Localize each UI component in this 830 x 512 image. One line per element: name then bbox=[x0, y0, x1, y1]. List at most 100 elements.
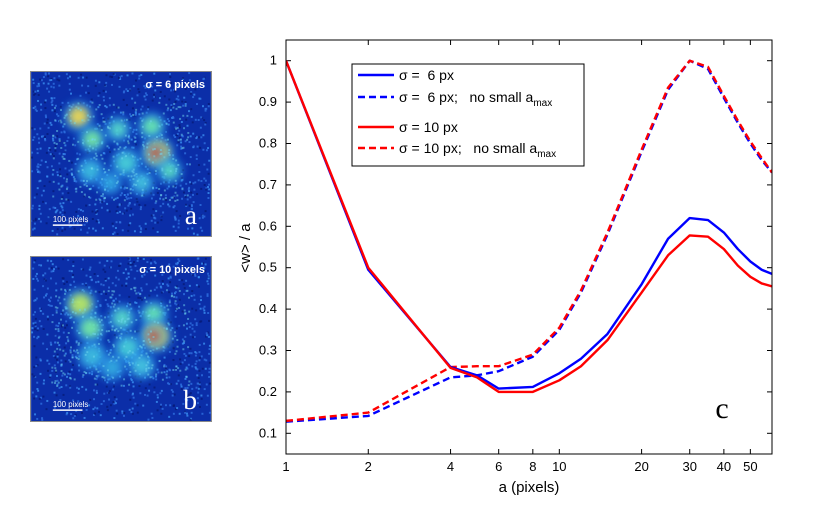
speckle bbox=[158, 359, 161, 362]
noise-pixel bbox=[135, 128, 138, 131]
noise-pixel bbox=[61, 374, 64, 377]
noise-pixel bbox=[68, 370, 71, 373]
noise-pixel bbox=[142, 258, 145, 261]
speckle bbox=[93, 138, 96, 141]
blob-core bbox=[148, 331, 159, 341]
noise-pixel bbox=[65, 280, 68, 283]
noise-pixel bbox=[74, 413, 77, 416]
noise-pixel bbox=[67, 101, 70, 104]
noise-pixel bbox=[34, 299, 37, 302]
speckle bbox=[104, 316, 107, 319]
speckle bbox=[110, 359, 113, 362]
noise-pixel bbox=[137, 309, 140, 312]
noise-pixel bbox=[54, 206, 57, 209]
noise-pixel bbox=[162, 211, 165, 214]
x-tick-label: 6 bbox=[495, 459, 502, 474]
noise-pixel bbox=[152, 214, 155, 217]
noise-pixel bbox=[57, 330, 60, 333]
noise-pixel bbox=[131, 407, 134, 410]
noise-pixel bbox=[181, 338, 184, 341]
noise-pixel bbox=[63, 153, 66, 156]
speckle bbox=[175, 307, 178, 310]
speckle bbox=[128, 361, 131, 364]
noise-pixel bbox=[37, 166, 40, 169]
noise-pixel bbox=[188, 326, 191, 329]
noise-pixel bbox=[67, 136, 70, 139]
blob-core bbox=[82, 345, 103, 366]
speckle bbox=[60, 318, 63, 321]
speckle bbox=[147, 315, 150, 318]
noise-pixel bbox=[162, 202, 165, 205]
noise-pixel bbox=[208, 382, 211, 385]
noise-pixel bbox=[132, 128, 135, 131]
noise-pixel bbox=[199, 126, 202, 129]
noise-pixel bbox=[206, 394, 209, 397]
speckle bbox=[120, 332, 123, 335]
noise-pixel bbox=[38, 171, 41, 174]
noise-pixel bbox=[85, 274, 88, 277]
speckle bbox=[176, 339, 179, 341]
noise-pixel bbox=[35, 395, 38, 398]
noise-pixel bbox=[131, 146, 134, 149]
noise-pixel bbox=[186, 367, 189, 370]
noise-pixel bbox=[172, 359, 175, 362]
speckle bbox=[79, 109, 82, 112]
speckle bbox=[187, 131, 190, 134]
noise-pixel bbox=[171, 105, 174, 108]
noise-pixel bbox=[116, 196, 119, 199]
noise-pixel bbox=[109, 150, 112, 153]
noise-pixel bbox=[46, 315, 49, 318]
noise-pixel bbox=[178, 124, 181, 127]
speckle bbox=[165, 373, 168, 376]
noise-pixel bbox=[192, 193, 195, 196]
noise-pixel bbox=[106, 259, 109, 262]
speckle bbox=[174, 199, 177, 202]
noise-pixel bbox=[137, 291, 140, 294]
noise-pixel bbox=[133, 277, 136, 280]
noise-pixel bbox=[195, 284, 198, 287]
speckle bbox=[145, 352, 148, 355]
speckle bbox=[75, 187, 78, 190]
speckle bbox=[131, 362, 134, 365]
speckle bbox=[172, 121, 175, 124]
noise-pixel bbox=[36, 329, 39, 332]
speckle bbox=[106, 374, 109, 377]
noise-pixel bbox=[206, 293, 209, 296]
blob-core bbox=[103, 175, 118, 190]
noise-pixel bbox=[60, 205, 63, 208]
noise-pixel bbox=[75, 180, 78, 183]
noise-pixel bbox=[81, 220, 84, 223]
noise-pixel bbox=[190, 382, 193, 385]
noise-pixel bbox=[72, 399, 75, 402]
noise-pixel bbox=[175, 382, 178, 385]
speckle bbox=[153, 320, 156, 323]
noise-pixel bbox=[185, 279, 188, 282]
speckle bbox=[160, 152, 163, 155]
speckle bbox=[116, 142, 119, 145]
noise-pixel bbox=[69, 317, 72, 320]
noise-pixel bbox=[55, 309, 58, 312]
noise-pixel bbox=[95, 391, 98, 394]
noise-pixel bbox=[33, 366, 36, 369]
noise-pixel bbox=[194, 362, 197, 365]
noise-pixel bbox=[36, 388, 39, 390]
noise-pixel bbox=[47, 304, 50, 307]
noise-pixel bbox=[203, 266, 206, 269]
speckle bbox=[92, 355, 95, 358]
speckle bbox=[132, 171, 135, 174]
noise-pixel bbox=[198, 343, 201, 346]
noise-pixel bbox=[110, 349, 113, 352]
speckle bbox=[99, 332, 102, 335]
noise-pixel bbox=[64, 167, 67, 170]
noise-pixel bbox=[199, 203, 202, 206]
noise-pixel bbox=[186, 227, 189, 230]
noise-pixel bbox=[198, 359, 201, 362]
noise-pixel bbox=[106, 381, 109, 384]
noise-pixel bbox=[190, 411, 193, 414]
noise-pixel bbox=[175, 210, 178, 213]
noise-pixel bbox=[170, 82, 173, 85]
noise-pixel bbox=[40, 194, 43, 197]
noise-pixel bbox=[174, 315, 177, 318]
noise-pixel bbox=[33, 345, 36, 348]
noise-pixel bbox=[56, 174, 59, 177]
